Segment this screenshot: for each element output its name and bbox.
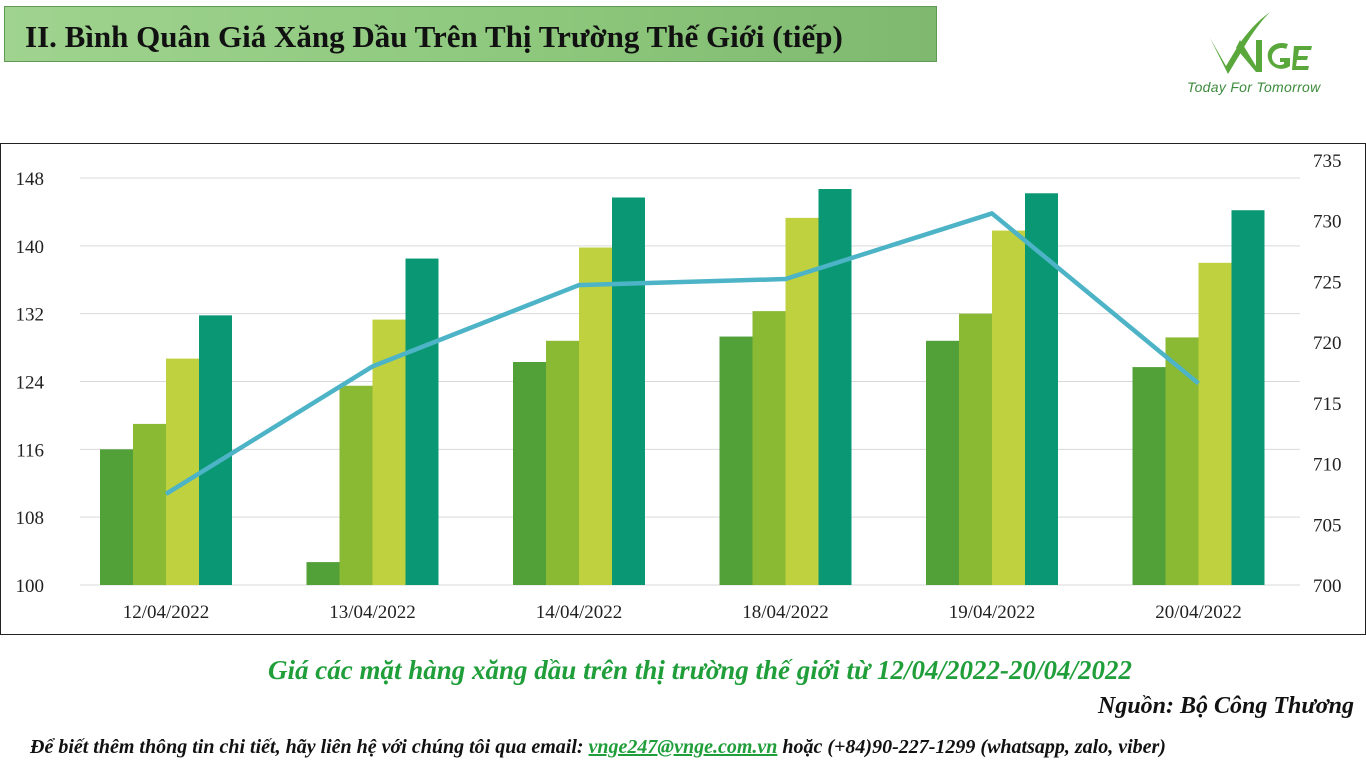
- bar: [199, 315, 232, 585]
- y-right-tick-label: 735: [1313, 151, 1342, 172]
- bar: [579, 247, 612, 585]
- series-line: [164, 211, 1200, 496]
- x-tick-label: 14/04/2022: [536, 602, 623, 623]
- y-left-tick-label: 140: [16, 237, 45, 258]
- y-left-tick-label: 100: [16, 576, 45, 597]
- y-right-tick-label: 700: [1313, 576, 1342, 597]
- x-tick-label: 18/04/2022: [742, 602, 829, 623]
- y-right-tick-label: 710: [1313, 455, 1342, 476]
- bar: [339, 385, 373, 585]
- vnge-logo: [1180, 10, 1365, 100]
- y-right-tick-label: 720: [1313, 333, 1342, 354]
- bar: [1165, 337, 1199, 585]
- y-left-tick-label: 148: [16, 169, 45, 190]
- vnge-logo-icon: [1210, 12, 1312, 74]
- bar: [612, 197, 645, 586]
- x-tick-label: 13/04/2022: [329, 602, 416, 623]
- y-right-tick-label: 725: [1313, 272, 1342, 293]
- bar: [166, 358, 199, 585]
- bar: [818, 189, 852, 585]
- contact-prefix: Để biết thêm thông tin chi tiết, hãy liê…: [30, 736, 584, 758]
- y-left-tick-label: 124: [16, 373, 45, 394]
- bar: [926, 340, 959, 585]
- logo-tagline: Today For Tomorrow: [1187, 79, 1321, 95]
- chart-caption: Giá các mặt hàng xăng dầu trên thị trườn…: [268, 655, 1132, 685]
- bar: [546, 340, 579, 585]
- bar: [752, 311, 786, 585]
- y-right-tick-label: 715: [1313, 394, 1342, 415]
- source-note: Nguồn: Bộ Công Thương: [1098, 693, 1354, 719]
- page-title: II. Bình Quân Giá Xăng Dầu Trên Thị Trườ…: [25, 19, 843, 54]
- bar: [992, 230, 1025, 585]
- y-left-tick-label: 132: [16, 305, 45, 326]
- y-left-tick-label: 116: [16, 440, 44, 461]
- y-left-tick-label: 108: [16, 508, 45, 529]
- bar: [133, 423, 166, 585]
- x-tick-label: 19/04/2022: [949, 602, 1036, 623]
- bar: [719, 336, 753, 585]
- x-tick-label: 20/04/2022: [1155, 602, 1242, 623]
- bar: [513, 361, 546, 585]
- y-right-tick-label: 705: [1313, 515, 1342, 536]
- bar: [1231, 210, 1265, 586]
- contact-suffix: hoặc (+84)90-227-1299 (whatsapp, zalo, v…: [782, 736, 1166, 758]
- y-right-tick-label: 730: [1313, 212, 1342, 233]
- bar: [1025, 193, 1058, 585]
- title-banner: II. Bình Quân Giá Xăng Dầu Trên Thị Trườ…: [4, 6, 937, 62]
- bar: [405, 258, 439, 585]
- bar: [306, 562, 340, 585]
- bar: [1198, 262, 1232, 585]
- contact-line: Để biết thêm thông tin chi tiết, hãy liê…: [30, 736, 1166, 759]
- bar: [100, 449, 133, 585]
- bar: [959, 313, 992, 585]
- contact-email-link[interactable]: vnge247@vnge.com.vn: [588, 736, 778, 758]
- x-tick-label: 12/04/2022: [123, 602, 210, 623]
- bar: [1132, 367, 1166, 585]
